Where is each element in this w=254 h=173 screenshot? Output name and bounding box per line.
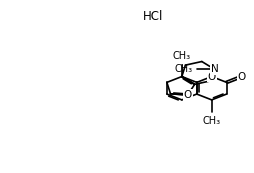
Text: O: O — [236, 72, 245, 81]
Text: O: O — [207, 72, 215, 81]
Text: HCl: HCl — [142, 10, 162, 23]
Text: CH₃: CH₃ — [173, 64, 192, 74]
Text: O: O — [183, 90, 191, 100]
Text: CH₃: CH₃ — [202, 116, 220, 126]
Text: CH₃: CH₃ — [172, 51, 190, 61]
Text: N: N — [210, 64, 218, 74]
